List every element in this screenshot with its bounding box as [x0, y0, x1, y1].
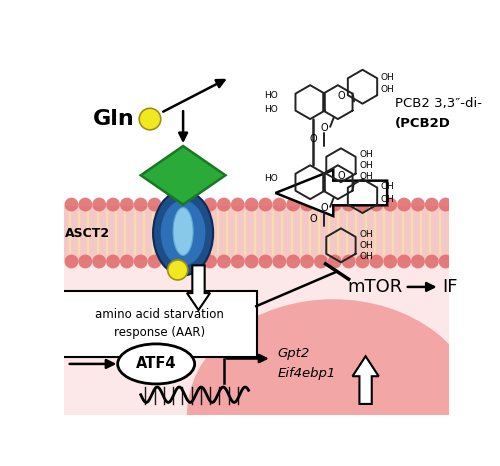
Circle shape	[168, 260, 188, 280]
Ellipse shape	[342, 254, 355, 268]
Ellipse shape	[176, 198, 190, 212]
Ellipse shape	[78, 198, 92, 212]
Ellipse shape	[411, 198, 425, 212]
Ellipse shape	[92, 254, 106, 268]
Text: O: O	[320, 203, 328, 213]
Ellipse shape	[258, 198, 272, 212]
Ellipse shape	[286, 254, 300, 268]
Ellipse shape	[134, 198, 147, 212]
Ellipse shape	[384, 254, 397, 268]
Text: OH: OH	[381, 85, 394, 94]
Text: ATF4: ATF4	[136, 356, 176, 371]
Ellipse shape	[162, 198, 175, 212]
FancyBboxPatch shape	[62, 291, 257, 357]
Ellipse shape	[370, 254, 384, 268]
Ellipse shape	[190, 198, 203, 212]
Text: OH: OH	[360, 150, 373, 159]
Ellipse shape	[153, 191, 213, 275]
Ellipse shape	[438, 198, 452, 212]
FancyArrow shape	[352, 356, 378, 404]
Text: OH: OH	[360, 230, 373, 239]
Ellipse shape	[120, 254, 134, 268]
Text: OH: OH	[381, 182, 394, 192]
Ellipse shape	[64, 254, 78, 268]
Ellipse shape	[342, 198, 355, 212]
Ellipse shape	[300, 198, 314, 212]
Ellipse shape	[244, 198, 258, 212]
FancyArrow shape	[187, 265, 210, 310]
Ellipse shape	[272, 198, 286, 212]
Ellipse shape	[134, 254, 147, 268]
Ellipse shape	[148, 254, 162, 268]
Ellipse shape	[217, 198, 231, 212]
Ellipse shape	[314, 254, 328, 268]
Text: (PCB2D: (PCB2D	[395, 117, 450, 130]
Ellipse shape	[203, 254, 217, 268]
Ellipse shape	[356, 254, 370, 268]
Ellipse shape	[286, 198, 300, 212]
Ellipse shape	[231, 198, 244, 212]
Ellipse shape	[173, 208, 193, 255]
Polygon shape	[276, 170, 387, 216]
Text: Gpt2
Eif4ebp1: Gpt2 Eif4ebp1	[278, 348, 336, 380]
Text: O: O	[310, 134, 317, 144]
Ellipse shape	[300, 254, 314, 268]
Ellipse shape	[78, 254, 92, 268]
Ellipse shape	[231, 254, 244, 268]
Text: ASCT2: ASCT2	[66, 226, 110, 240]
Ellipse shape	[314, 198, 328, 212]
Text: OH: OH	[360, 161, 373, 170]
Polygon shape	[141, 146, 226, 205]
Ellipse shape	[176, 254, 190, 268]
Ellipse shape	[190, 254, 203, 268]
FancyBboxPatch shape	[64, 241, 449, 415]
Ellipse shape	[244, 254, 258, 268]
Ellipse shape	[328, 198, 342, 212]
Ellipse shape	[425, 254, 438, 268]
Text: amino acid starvation
response (AAR): amino acid starvation response (AAR)	[95, 308, 224, 339]
Text: OH: OH	[381, 195, 394, 204]
Text: PCB2 3,3″-di-: PCB2 3,3″-di-	[395, 97, 482, 110]
Ellipse shape	[120, 198, 134, 212]
Ellipse shape	[258, 254, 272, 268]
Ellipse shape	[106, 254, 120, 268]
Ellipse shape	[356, 198, 370, 212]
Text: IF: IF	[442, 278, 458, 296]
Text: OH: OH	[381, 73, 394, 82]
Text: OH: OH	[360, 252, 373, 260]
Ellipse shape	[397, 198, 411, 212]
Ellipse shape	[161, 200, 206, 266]
Ellipse shape	[397, 254, 411, 268]
Ellipse shape	[425, 198, 438, 212]
Text: O: O	[320, 123, 328, 133]
Ellipse shape	[118, 344, 194, 384]
FancyBboxPatch shape	[64, 206, 449, 260]
Text: O: O	[337, 91, 345, 101]
Ellipse shape	[203, 198, 217, 212]
Ellipse shape	[187, 299, 480, 466]
Ellipse shape	[106, 198, 120, 212]
Text: O: O	[337, 171, 345, 181]
Ellipse shape	[272, 254, 286, 268]
Ellipse shape	[64, 198, 78, 212]
Text: mTOR: mTOR	[347, 278, 403, 296]
Text: HO: HO	[264, 91, 278, 101]
Ellipse shape	[217, 254, 231, 268]
Text: HO: HO	[264, 174, 278, 183]
Ellipse shape	[438, 254, 452, 268]
Text: Gln: Gln	[93, 109, 135, 129]
Text: O: O	[310, 214, 317, 224]
Ellipse shape	[148, 198, 162, 212]
Circle shape	[139, 108, 161, 130]
Ellipse shape	[162, 254, 175, 268]
Ellipse shape	[384, 198, 397, 212]
Text: OH: OH	[360, 171, 373, 180]
Ellipse shape	[328, 254, 342, 268]
Ellipse shape	[370, 198, 384, 212]
Text: OH: OH	[360, 241, 373, 250]
Ellipse shape	[92, 198, 106, 212]
Ellipse shape	[411, 254, 425, 268]
Text: HO: HO	[264, 105, 278, 114]
